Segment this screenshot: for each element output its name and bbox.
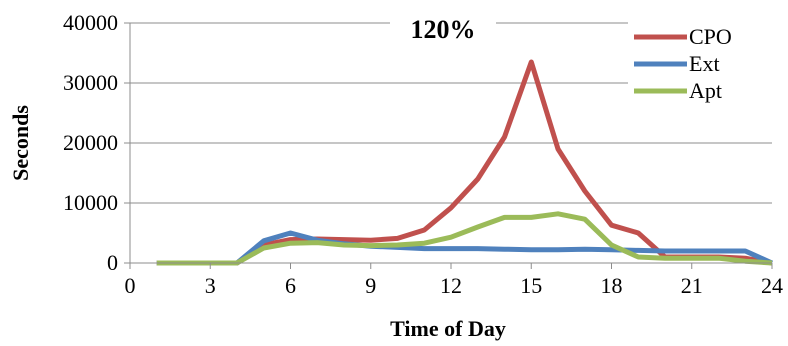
y-tick-label-0: 0 <box>107 250 118 275</box>
annotation-label: 120% <box>411 15 476 44</box>
y-tick-label-3: 30000 <box>63 70 118 95</box>
x-tick-label-2: 6 <box>285 273 296 298</box>
x-tick-label-5: 15 <box>520 273 542 298</box>
x-tick-label-0: 0 <box>125 273 136 298</box>
axes <box>124 22 773 269</box>
series-line-apt <box>156 211 773 266</box>
x-tick-label-4: 12 <box>440 273 462 298</box>
y-tick-label-4: 40000 <box>63 10 118 35</box>
y-axis-title: Seconds <box>8 105 33 181</box>
y-tick-label-2: 20000 <box>63 130 118 155</box>
series-lines <box>156 59 774 266</box>
legend-label-apt: Apt <box>689 78 722 103</box>
y-tick-labels: 0 10000 20000 30000 40000 <box>63 10 118 275</box>
legend-label-cpo: CPO <box>689 24 732 49</box>
x-axis-title: Time of Day <box>390 316 506 341</box>
x-tick-label-8: 24 <box>761 273 783 298</box>
annotation-background <box>390 10 496 44</box>
x-tick-label-7: 21 <box>681 273 703 298</box>
legend-label-ext: Ext <box>689 51 720 76</box>
x-tick-label-6: 18 <box>601 273 623 298</box>
series-line-ext <box>156 230 774 266</box>
x-tick-labels: 0 3 6 9 12 15 18 21 24 <box>125 273 784 298</box>
y-tick-label-1: 10000 <box>63 190 118 215</box>
x-tick-label-3: 9 <box>365 273 376 298</box>
x-tick-label-1: 3 <box>205 273 216 298</box>
